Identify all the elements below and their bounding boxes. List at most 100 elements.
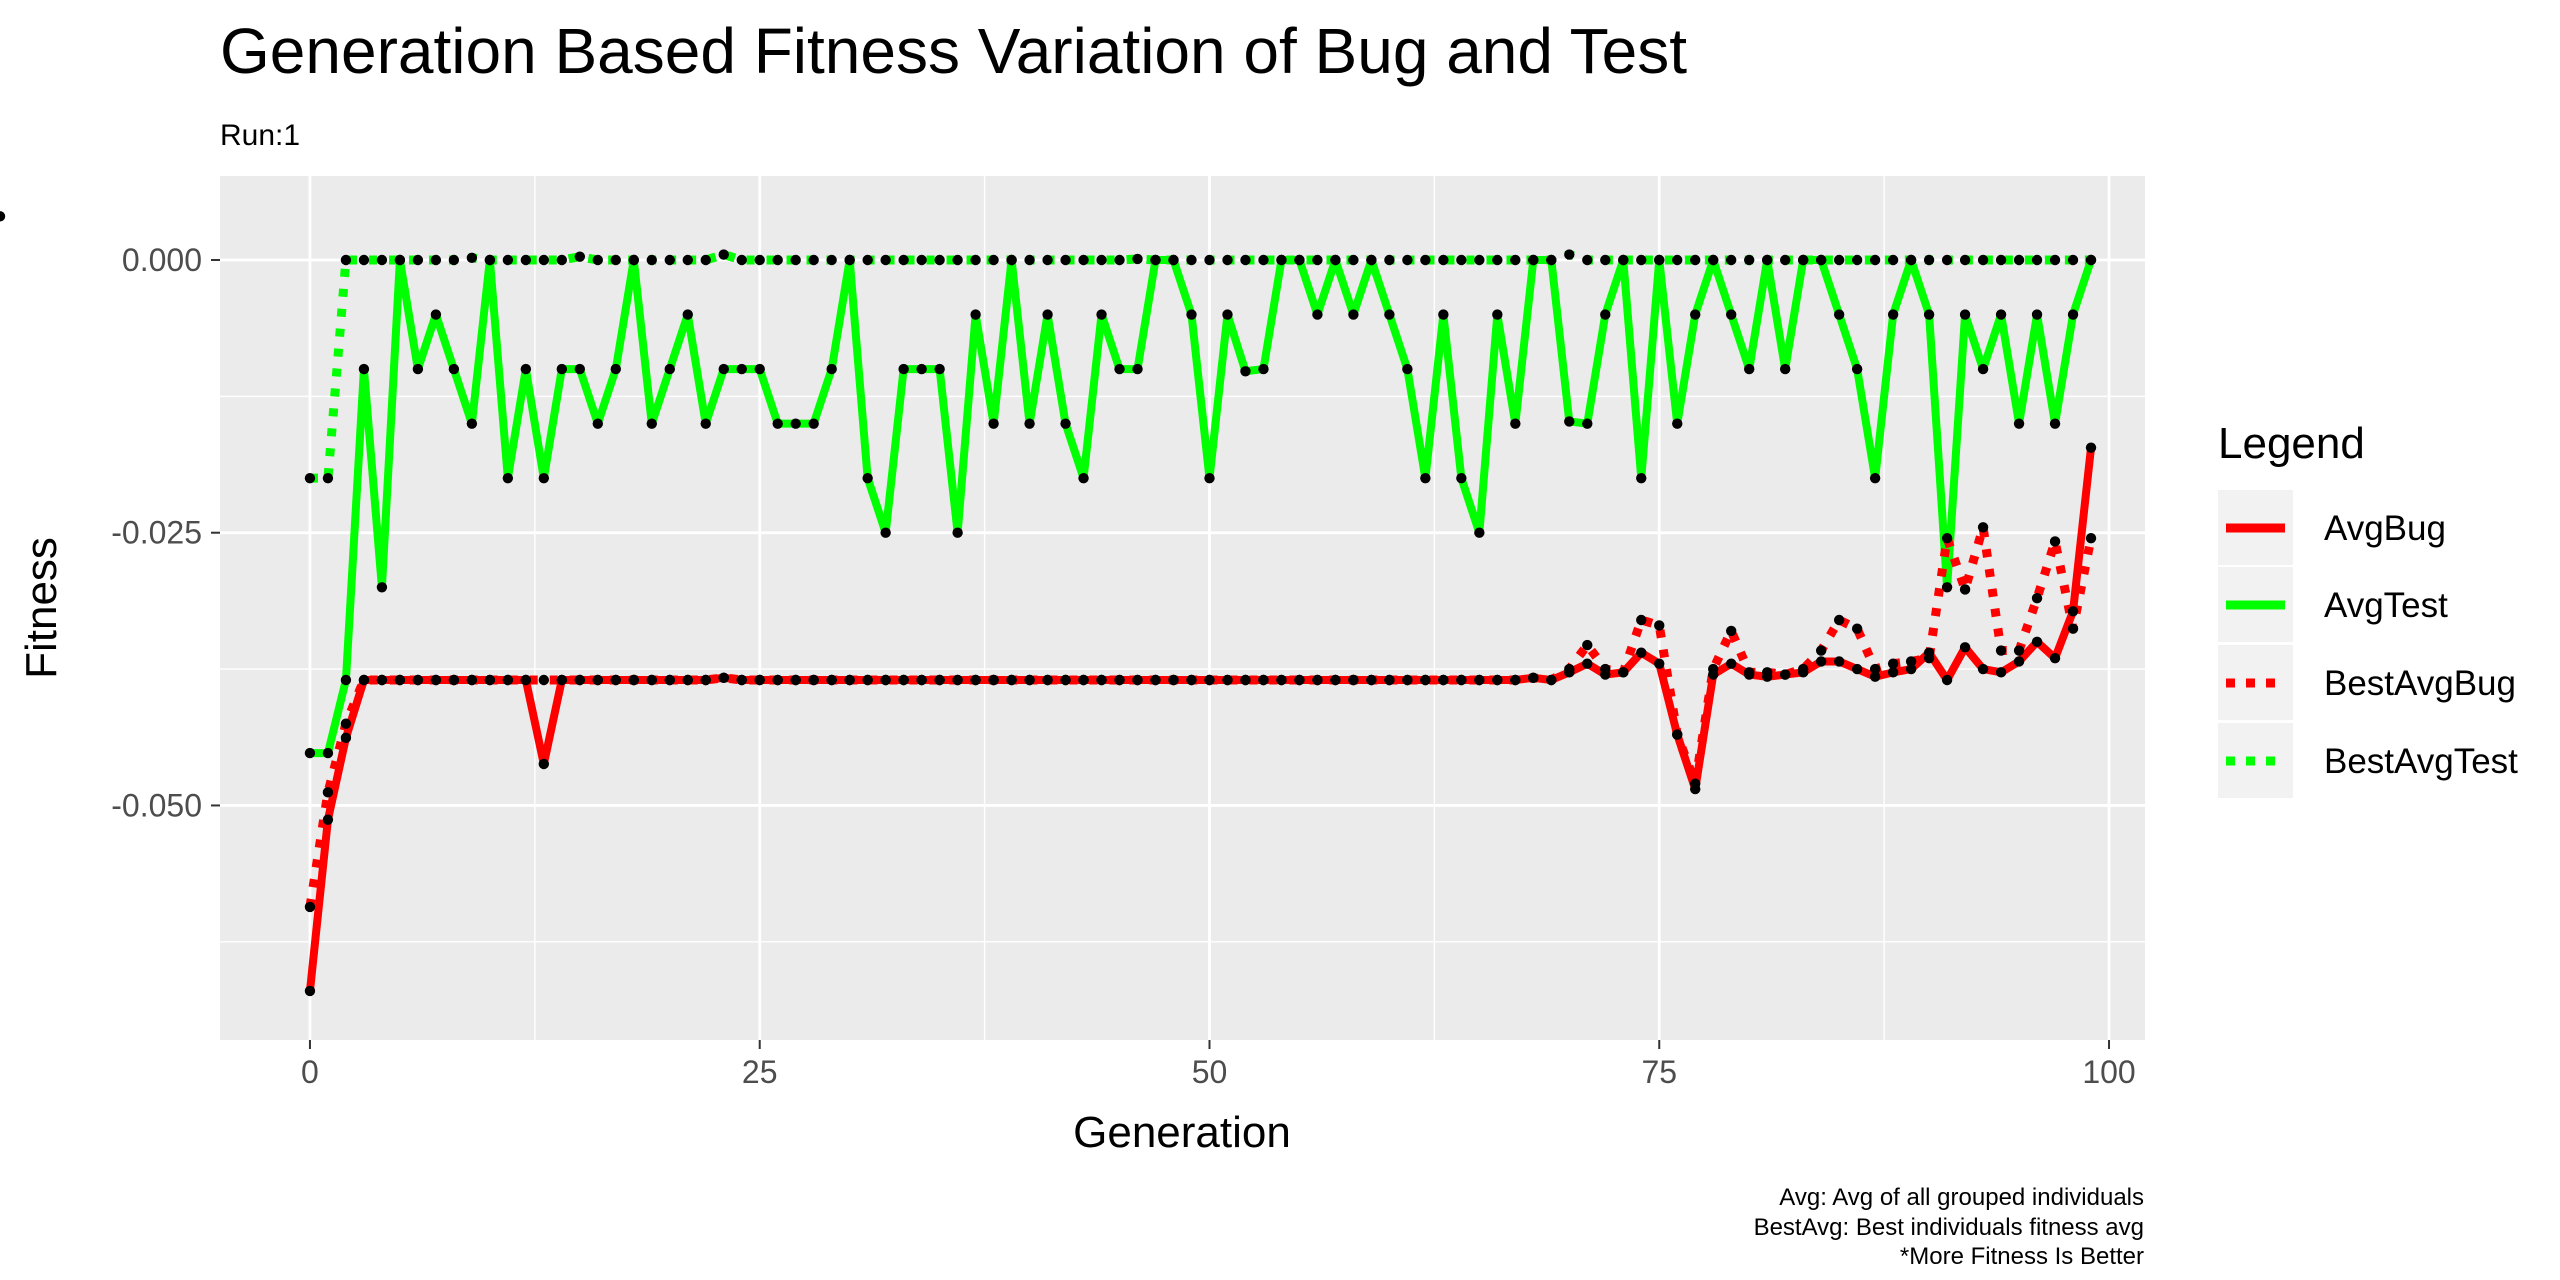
series-line-bestavgbug: [305, 522, 2096, 908]
data-point-avgtest: [1312, 309, 1323, 320]
data-point-bestavgbug: [1797, 663, 1809, 675]
data-point-avgbug: [340, 732, 352, 744]
data-point-bestavgbug: [916, 674, 927, 686]
data-point-avgbug: [1905, 663, 1917, 675]
data-point-bestavgbug: [1312, 674, 1323, 686]
data-point-bestavgbug: [1744, 667, 1755, 678]
data-point-bestavgtest: [700, 254, 711, 266]
x-tick-label: 25: [742, 1054, 778, 1090]
data-point-bestavgbug: [952, 674, 963, 686]
data-point-bestavgtest: [1492, 254, 1503, 266]
data-point-bestavgtest: [862, 254, 873, 266]
series-line-avgtest: [309, 256, 2095, 758]
data-point-bestavgbug: [412, 674, 424, 686]
data-point-avgtest: [1438, 309, 1449, 320]
data-point-bestavgtest: [1132, 253, 1143, 265]
data-point-avgtest: [1869, 472, 1881, 484]
data-point-bestavgtest: [1204, 254, 1215, 266]
data-point-bestavgtest: [1815, 254, 1827, 266]
data-point-bestavgbug: [1096, 674, 1107, 686]
legend-label-avgbug: AvgBug: [2324, 509, 2446, 548]
data-point-bestavgtest: [1959, 254, 1971, 266]
data-point-avgtest: [664, 363, 675, 375]
data-point-bestavgtest: [1240, 254, 1251, 266]
data-point-bestavgtest: [1186, 254, 1197, 266]
data-point-bestavgbug: [1672, 729, 1683, 740]
data-point-avgtest: [826, 363, 837, 375]
data-point-bestavgbug: [2031, 592, 2043, 604]
data-point-bestavgtest: [1690, 254, 1701, 266]
data-point-bestavgbug: [682, 674, 693, 686]
data-point-avgbug: [1726, 658, 1737, 669]
data-point-avgtest: [988, 418, 999, 429]
data-point-bestavgtest: [1618, 254, 1629, 266]
data-point-avgbug: [1654, 658, 1665, 669]
data-point-avgtest: [430, 309, 442, 320]
legend-label-avgtest: AvgTest: [2324, 586, 2448, 625]
data-point-bestavgbug: [1708, 663, 1719, 675]
data-point-bestavgtest: [754, 254, 765, 266]
legend-title: Legend: [2218, 419, 2365, 468]
data-point-avgtest: [1582, 418, 1593, 429]
data-point-bestavgtest: [2067, 254, 2079, 266]
data-point-bestavgbug: [574, 674, 586, 686]
data-point-avgbug: [2067, 606, 2079, 617]
data-point-avgtest: [1060, 418, 1071, 429]
data-point-avgtest: [1132, 363, 1143, 375]
data-point-avgtest: [520, 363, 532, 375]
data-point-avgtest: [1204, 472, 1215, 484]
data-point-bestavgbug: [1600, 663, 1611, 675]
data-point-avgtest: [538, 472, 550, 484]
data-point-avgtest: [2013, 418, 2025, 429]
data-point-avgtest: [1726, 309, 1737, 320]
data-point-avgtest: [1744, 363, 1755, 375]
data-point-bestavgbug: [1402, 674, 1413, 686]
data-point-bestavgbug: [538, 674, 550, 686]
x-axis-title: Generation: [1073, 1108, 1291, 1157]
data-point-bestavgtest: [466, 252, 478, 264]
data-point-bestavgbug: [1941, 532, 1953, 544]
data-point-bestavgbug: [790, 674, 801, 686]
data-point-bestavgtest: [1096, 254, 1107, 266]
data-point-bestavgbug: [1815, 645, 1827, 656]
data-point-bestavgtest: [646, 254, 657, 266]
data-point-bestavgtest: [1294, 254, 1305, 266]
data-point-bestavgbug: [646, 674, 657, 686]
data-point-bestavgbug: [1833, 614, 1845, 626]
data-point-bestavgbug: [358, 674, 370, 686]
data-point-bestavgbug: [1510, 674, 1521, 686]
data-point-bestavgtest: [358, 254, 370, 266]
data-point-avgtest: [934, 363, 945, 375]
y-tick-label: -0.025: [111, 515, 202, 551]
data-point-avgtest: [1995, 309, 2007, 320]
data-point-bestavgtest: [772, 254, 783, 266]
x-tick-label: 0: [301, 1054, 319, 1090]
data-point-bestavgbug: [1474, 674, 1485, 686]
data-point-bestavgtest: [1654, 254, 1665, 266]
data-point-avgtest: [1474, 527, 1485, 538]
data-point-bestavgtest: [1366, 254, 1377, 266]
data-point-bestavgbug: [970, 674, 981, 686]
data-point-bestavgbug: [1546, 674, 1557, 686]
data-point-bestavgtest: [664, 254, 675, 266]
data-point-bestavgbug: [1923, 652, 1935, 664]
data-point-bestavgbug: [1348, 674, 1359, 686]
y-tick-label: 0.000: [122, 242, 202, 278]
data-point-bestavgtest: [1923, 254, 1935, 266]
data-point-bestavgbug: [1456, 674, 1467, 686]
data-point-bestavgbug: [1060, 674, 1071, 686]
data-point-bestavgtest: [556, 254, 568, 266]
data-point-bestavgtest: [1995, 254, 2007, 266]
points-layer: [0, 211, 2097, 997]
data-point-bestavgtest: [1744, 254, 1755, 266]
data-point-avgtest: [448, 363, 460, 375]
data-point-avgtest: [466, 418, 478, 429]
data-point-bestavgbug: [1294, 674, 1305, 686]
data-point-bestavgtest: [610, 254, 621, 266]
data-point-avgtest: [556, 363, 568, 375]
caption: Avg: Avg of all grouped individuals Best…: [1754, 1184, 2144, 1270]
data-point-bestavgbug: [664, 674, 675, 686]
data-point-avgtest: [574, 363, 586, 375]
data-point-avgtest: [790, 418, 801, 429]
data-point-bestavgtest: [718, 249, 729, 260]
